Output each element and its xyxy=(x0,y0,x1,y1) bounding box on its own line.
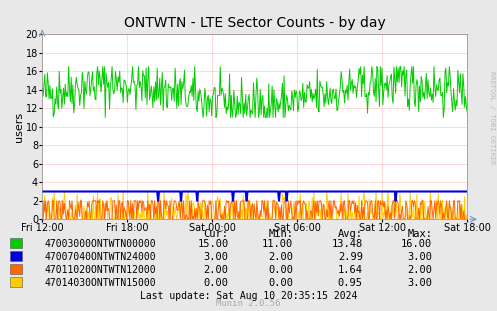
Text: Min:: Min: xyxy=(268,229,293,239)
Text: RRDTOOL / TOBI OETIKER: RRDTOOL / TOBI OETIKER xyxy=(489,72,495,165)
Text: 1.64: 1.64 xyxy=(338,265,363,275)
Text: 47007040ONTWTN24000: 47007040ONTWTN24000 xyxy=(45,252,157,262)
Text: 47003000ONTWTN00000: 47003000ONTWTN00000 xyxy=(45,239,157,249)
Text: Last update: Sat Aug 10 20:35:15 2024: Last update: Sat Aug 10 20:35:15 2024 xyxy=(140,291,357,301)
Text: Cur:: Cur: xyxy=(204,229,229,239)
Text: 2.00: 2.00 xyxy=(204,265,229,275)
Text: Max:: Max: xyxy=(408,229,432,239)
Text: 2.00: 2.00 xyxy=(408,265,432,275)
Text: 13.48: 13.48 xyxy=(331,239,363,249)
Text: 11.00: 11.00 xyxy=(262,239,293,249)
Text: 47014030ONTWTN15000: 47014030ONTWTN15000 xyxy=(45,278,157,288)
Text: Avg:: Avg: xyxy=(338,229,363,239)
Text: 15.00: 15.00 xyxy=(197,239,229,249)
Y-axis label: users: users xyxy=(14,112,24,142)
Text: Munin 2.0.56: Munin 2.0.56 xyxy=(216,299,281,308)
Text: 0.00: 0.00 xyxy=(204,278,229,288)
Text: 2.99: 2.99 xyxy=(338,252,363,262)
Text: 3.00: 3.00 xyxy=(408,252,432,262)
Title: ONTWTN - LTE Sector Counts - by day: ONTWTN - LTE Sector Counts - by day xyxy=(124,16,386,30)
Text: 0.00: 0.00 xyxy=(268,278,293,288)
Text: 47011020ONTWTN12000: 47011020ONTWTN12000 xyxy=(45,265,157,275)
Text: 3.00: 3.00 xyxy=(204,252,229,262)
Text: 0.95: 0.95 xyxy=(338,278,363,288)
Text: 2.00: 2.00 xyxy=(268,252,293,262)
Text: 3.00: 3.00 xyxy=(408,278,432,288)
Text: 0.00: 0.00 xyxy=(268,265,293,275)
Text: 16.00: 16.00 xyxy=(401,239,432,249)
